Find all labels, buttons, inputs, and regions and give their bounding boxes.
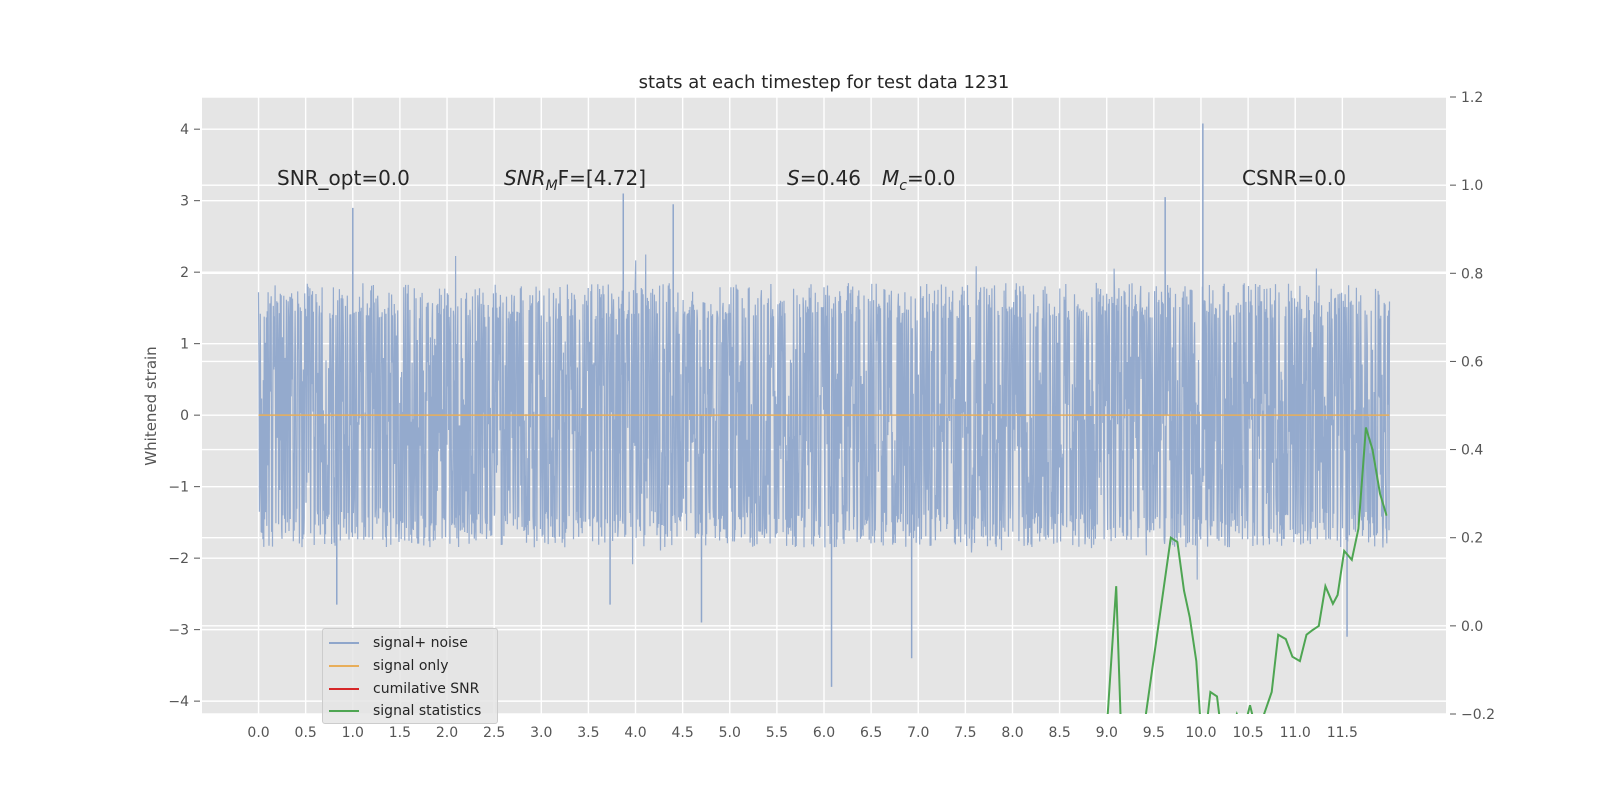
x-tick-label: 3.5 xyxy=(577,725,599,741)
x-tick-label: 6.0 xyxy=(813,725,835,741)
x-tick-label: 0.0 xyxy=(247,725,269,741)
x-tick-label: 3.0 xyxy=(530,725,552,741)
legend-item-signal-only: signal only xyxy=(329,656,448,676)
series-signal-noise xyxy=(257,254,1391,580)
y2-tick-label: 0.2 xyxy=(1461,531,1483,547)
s-annotation: S=0.46 xyxy=(787,166,861,190)
legend-swatch-signal-noise xyxy=(329,642,359,644)
x-tick-label: 1.5 xyxy=(389,725,411,741)
x-tick-label: 7.0 xyxy=(907,725,929,741)
legend-swatch-signal-statistics xyxy=(329,710,359,712)
snr-mf-sub: M xyxy=(546,178,558,194)
chart-title: stats at each timestep for test data 123… xyxy=(639,72,1010,93)
x-tick-label: 11.0 xyxy=(1280,725,1311,741)
y-tick-label: 3 xyxy=(180,194,189,210)
x-tick-label: 5.0 xyxy=(719,725,741,741)
x-tick-label: 8.5 xyxy=(1048,725,1070,741)
mc-annotation: Mc=0.0 xyxy=(882,166,956,194)
legend-item-cumulative-snr: cumilative SNR xyxy=(329,679,479,699)
x-tick-label: 10.5 xyxy=(1233,725,1264,741)
snr-mf-rest: F=[4.72] xyxy=(558,166,646,190)
x-tick-label: 1.0 xyxy=(342,725,364,741)
y2-tick-label: 0.6 xyxy=(1461,354,1483,370)
x-tick-label: 10.0 xyxy=(1185,725,1216,741)
x-tick-label: 7.5 xyxy=(954,725,976,741)
mc-value: =0.0 xyxy=(907,166,956,190)
x-tick-label: 11.5 xyxy=(1327,725,1358,741)
s-label: S xyxy=(787,166,800,190)
y2-tick-label: 1.0 xyxy=(1461,178,1483,194)
x-tick-label: 6.5 xyxy=(860,725,882,741)
legend-swatch-signal-only xyxy=(329,665,359,667)
y2-tick-label: 0.4 xyxy=(1461,443,1483,459)
y-tick-label: −3 xyxy=(168,623,189,639)
x-tick-label: 4.0 xyxy=(624,725,646,741)
annotations: SNR_opt=0.0 SNRMF=[4.72] S=0.46 Mc=0.0 C… xyxy=(277,166,1346,194)
mc-sub: c xyxy=(899,178,907,194)
x-tick-label: 9.5 xyxy=(1143,725,1165,741)
legend-item-signal-noise: signal+ noise xyxy=(329,633,468,653)
snr-mf-annotation: SNRMF=[4.72] xyxy=(504,166,646,194)
x-tick-label: 9.0 xyxy=(1096,725,1118,741)
mc-label: M xyxy=(882,166,899,190)
y2-tick-label: −0.2 xyxy=(1461,707,1495,723)
x-tick-label: 4.5 xyxy=(672,725,694,741)
snr-mf-base: SNR xyxy=(504,166,546,190)
y2-tick-label: 0.0 xyxy=(1461,619,1483,635)
y2-tick-label: 0.8 xyxy=(1461,266,1483,282)
legend: signal+ noise signal only cumilative SNR… xyxy=(322,628,498,724)
y-axis-label: Whitened strain xyxy=(142,346,160,465)
series-layer xyxy=(257,123,1391,714)
y2-tick-label: 1.2 xyxy=(1461,90,1483,106)
y-tick-label: −4 xyxy=(168,694,189,710)
axes-layer: 0.0 0.5 1.0 1.5 2.0 2.5 3.0 3.5 4.0 4.5 5.0 5.5 6.0 6… xyxy=(168,90,1495,741)
y-tick-label: 1 xyxy=(180,337,189,353)
legend-label-signal-statistics: signal statistics xyxy=(373,703,482,719)
x-tick-label: 2.0 xyxy=(436,725,458,741)
series-signal-statistics xyxy=(1106,427,1388,714)
s-value: =0.46 xyxy=(800,166,861,190)
y-tick-label: 0 xyxy=(180,408,189,424)
csnr-annotation: CSNR=0.0 xyxy=(1242,166,1346,190)
legend-label-signal-noise: signal+ noise xyxy=(373,635,468,651)
legend-label-signal-only: signal only xyxy=(373,658,449,674)
x-tick-label: 2.5 xyxy=(483,725,505,741)
y-tick-label: −1 xyxy=(168,480,189,496)
y-tick-label: 2 xyxy=(180,265,189,281)
x-tick-label: 5.5 xyxy=(766,725,788,741)
x-tick-label: 8.0 xyxy=(1001,725,1023,741)
y-tick-label: 4 xyxy=(180,122,189,138)
y-tick-label: −2 xyxy=(168,551,189,567)
legend-item-signal-statistics: signal statistics xyxy=(329,701,481,721)
legend-swatch-cumulative-snr xyxy=(329,688,359,690)
x-tick-label: 0.5 xyxy=(295,725,317,741)
legend-label-cumulative-snr: cumilative SNR xyxy=(373,681,480,697)
snr-opt-annotation: SNR_opt=0.0 xyxy=(277,166,410,190)
